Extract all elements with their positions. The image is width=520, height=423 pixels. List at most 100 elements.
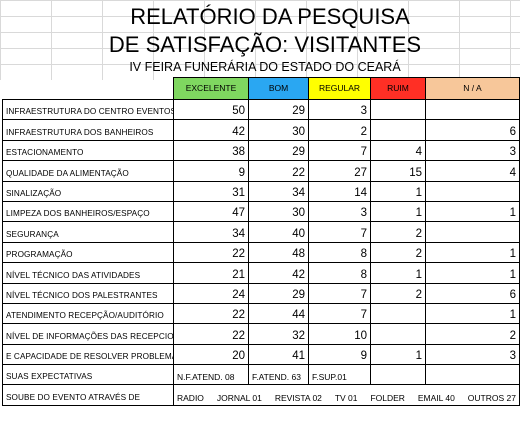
cell-excelente: 31 <box>173 180 249 202</box>
cell-ruim: 2 <box>370 221 426 243</box>
expectativas-empty1 <box>370 364 426 386</box>
col-ruim: RUIM <box>370 77 426 100</box>
table-row: NÍVEL TÉCNICO DAS ATIVIDADES 21 42 8 1 1 <box>2 262 520 284</box>
table-row: SEGURANÇA 34 40 7 2 <box>2 221 520 243</box>
row-label: LIMPEZA DOS BANHEIROS/ESPAÇO <box>2 200 174 223</box>
cell-excelente: 9 <box>173 160 249 182</box>
cell-excelente: 22 <box>173 323 249 345</box>
expectativas-nf: N.F.ATEND. 08 <box>173 364 249 386</box>
cell-ruim <box>370 119 426 141</box>
report-title-line1: RELATÓRIO DA PESQUISA <box>130 4 410 29</box>
cell-bom: 30 <box>248 119 309 141</box>
cell-regular: 3 <box>308 200 371 223</box>
cell-na: 1 <box>425 200 520 223</box>
cell-excelente: 47 <box>173 200 249 223</box>
cell-ruim: 1 <box>370 180 426 202</box>
soube-item: REVISTA 02 <box>274 392 322 403</box>
table-row: LIMPEZA DOS BANHEIROS/ESPAÇO 47 30 3 1 1 <box>2 200 520 223</box>
cell-excelente: 22 <box>173 302 249 325</box>
cell-excelente: 34 <box>173 221 249 243</box>
cell-ruim: 2 <box>370 282 426 304</box>
cell-regular: 7 <box>308 221 371 243</box>
soube-item: RADIO <box>177 392 204 403</box>
row-label: E CAPACIDADE DE RESOLVER PROBLEMAS <box>2 343 174 366</box>
table-row: INFRAESTRUTURA DOS BANHEIROS 42 30 2 6 <box>2 119 520 141</box>
expectativas-fsup: F.SUP.01 <box>308 364 371 386</box>
cell-na: 3 <box>425 343 520 366</box>
cell-na <box>425 180 520 202</box>
table-row: INFRAESTRUTURA DO CENTRO EVENTOS 50 29 3 <box>2 98 520 121</box>
cell-regular: 7 <box>308 302 371 325</box>
col-regular: REGULAR <box>308 77 371 100</box>
expectativas-row: SUAS EXPECTATIVAS N.F.ATEND. 08 F.ATEND.… <box>2 364 520 386</box>
soube-items: RADIO JORNAL 01 REVISTA 02 TV 01 FOLDER EMAIL… <box>177 391 516 404</box>
cell-ruim: 2 <box>370 241 426 264</box>
col-na: N / A <box>425 77 520 100</box>
cell-na: 4 <box>425 160 520 182</box>
header-row: EXCELENTE BOM REGULAR RUIM N / A <box>3 77 520 100</box>
cell-regular: 27 <box>308 160 371 182</box>
cell-regular: 7 <box>308 139 371 162</box>
cell-na: 1 <box>425 241 520 264</box>
col-excelente: EXCELENTE <box>173 77 249 100</box>
cell-bom: 44 <box>248 302 309 325</box>
expectativas-label: SUAS EXPECTATIVAS <box>2 364 174 386</box>
soube-item: TV 01 <box>334 392 358 403</box>
table-row: NÍVEL TÉCNICO DOS PALESTRANTES 24 29 7 2 6 <box>2 282 520 304</box>
cell-excelente: 50 <box>173 98 249 121</box>
table-row: ESTACIONAMENTO 38 29 7 4 3 <box>2 139 520 162</box>
soube-row: SOUBE DO EVENTO ATRAVÉS DE RADIO JORNAL 0… <box>2 384 520 406</box>
cell-na: 1 <box>425 262 520 284</box>
cell-regular: 9 <box>308 343 371 366</box>
row-label: ESTACIONAMENTO <box>2 139 174 162</box>
cell-excelente: 22 <box>173 241 249 264</box>
cell-ruim: 1 <box>370 343 426 366</box>
row-label: INFRAESTRUTURA DO CENTRO EVENTOS <box>2 98 174 121</box>
table-row: ATENDIMENTO RECEPÇÃO/AUDITÓRIO 22 44 7 1 <box>2 302 520 325</box>
table-row: PROGRAMAÇÃO 22 48 8 2 1 <box>2 241 520 264</box>
row-label: ATENDIMENTO RECEPÇÃO/AUDITÓRIO <box>2 302 174 325</box>
header-blank <box>3 78 174 100</box>
cell-ruim: 1 <box>370 200 426 223</box>
cell-bom: 42 <box>248 262 309 284</box>
soube-sources: RADIO JORNAL 01 REVISTA 02 TV 01 FOLDER EMAIL… <box>173 384 520 406</box>
cell-ruim <box>370 323 426 345</box>
cell-excelente: 21 <box>173 262 249 284</box>
cell-bom: 48 <box>248 241 309 264</box>
cell-ruim: 4 <box>370 139 426 162</box>
table-row: NÍVEL DE INFORMAÇÕES DAS RECEPCIONISTAS2… <box>2 323 520 345</box>
cell-bom: 29 <box>248 139 309 162</box>
cell-na: 6 <box>425 119 520 141</box>
soube-item: EMAIL 40 <box>417 392 455 403</box>
expectativas-f: F.ATEND. 63 <box>248 364 309 386</box>
cell-regular: 2 <box>308 119 371 141</box>
row-label: NÍVEL DE INFORMAÇÕES DAS RECEPCIONISTAS <box>2 323 174 345</box>
cell-bom: 29 <box>248 98 309 121</box>
cell-na <box>425 98 520 121</box>
row-label: NÍVEL TÉCNICO DOS PALESTRANTES <box>2 282 174 304</box>
cell-ruim: 1 <box>370 262 426 284</box>
expectativas-empty2 <box>425 364 520 386</box>
cell-ruim: 15 <box>370 160 426 182</box>
cell-bom: 41 <box>248 343 309 366</box>
cell-excelente: 20 <box>173 343 249 366</box>
cell-na: 3 <box>425 139 520 162</box>
cell-ruim <box>370 98 426 121</box>
cell-excelente: 42 <box>173 119 249 141</box>
row-label: SEGURANÇA <box>2 221 174 243</box>
cell-bom: 32 <box>248 323 309 345</box>
table-row: QUALIDADE DA ALIMENTAÇÃO 9 22 27 15 4 <box>2 160 520 182</box>
report-title-line2: DE SATISFAÇÃO: VISITANTES <box>108 32 422 57</box>
cell-regular: 8 <box>308 262 371 284</box>
col-bom: BOM <box>248 77 309 100</box>
cell-bom: 40 <box>248 221 309 243</box>
cell-na: 2 <box>425 323 520 345</box>
cell-regular: 7 <box>308 282 371 304</box>
row-label: PROGRAMAÇÃO <box>2 241 174 264</box>
row-label: SINALIZAÇÃO <box>2 180 174 202</box>
row-label: NÍVEL TÉCNICO DAS ATIVIDADES <box>2 262 174 284</box>
soube-item: JORNAL 01 <box>216 392 262 403</box>
cell-bom: 22 <box>248 160 309 182</box>
data-rows: INFRAESTRUTURA DO CENTRO EVENTOS 50 29 3 INF… <box>2 98 520 366</box>
